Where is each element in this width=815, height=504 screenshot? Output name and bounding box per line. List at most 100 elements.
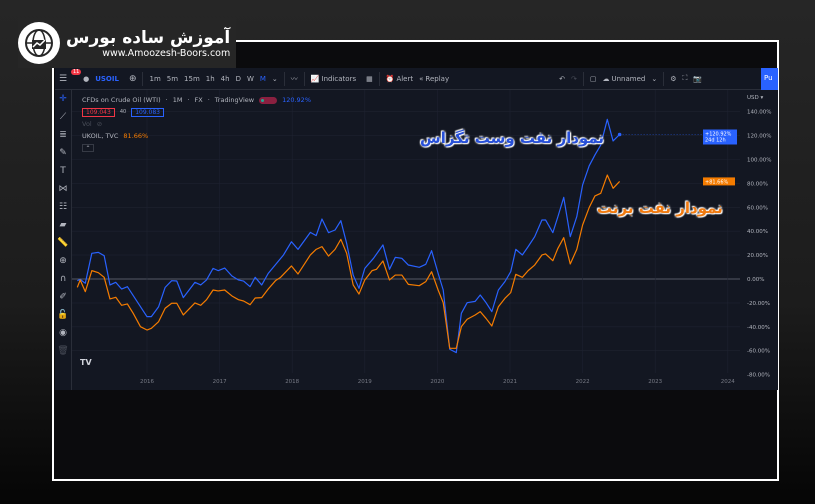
lock-drawing-icon[interactable]: ✐ bbox=[59, 292, 67, 302]
interval-15m[interactable]: 15m bbox=[184, 74, 200, 83]
sell-price[interactable]: 109.043 bbox=[82, 107, 115, 117]
replay-icon: « bbox=[419, 74, 424, 83]
divider bbox=[142, 71, 144, 86]
time-scale bbox=[72, 373, 740, 390]
camera-icon[interactable]: 📷 bbox=[693, 74, 703, 83]
symbol-search[interactable]: USOIL bbox=[95, 74, 119, 83]
fullscreen-icon[interactable]: ⛶ bbox=[682, 74, 688, 82]
x-tick-label: 2018 bbox=[285, 379, 299, 385]
divider bbox=[378, 71, 380, 86]
divider bbox=[663, 71, 665, 86]
price-scale bbox=[740, 90, 778, 390]
interval-m[interactable]: M bbox=[259, 74, 266, 83]
legend-exchange: FX bbox=[194, 96, 203, 104]
chevron-down-icon[interactable]: ⌄ bbox=[651, 74, 658, 83]
gear-icon[interactable]: ⚙ bbox=[670, 74, 677, 83]
x-tick-label: 2019 bbox=[358, 379, 372, 385]
line-chart-type-icon[interactable]: 〰 bbox=[290, 74, 298, 83]
market-status-toggle[interactable] bbox=[259, 96, 278, 104]
publish-button[interactable]: Pu bbox=[761, 68, 778, 90]
hidden-eye-icon[interactable]: ⊘ bbox=[96, 120, 103, 128]
legend-change: 120.92% bbox=[282, 96, 311, 104]
y-tick-label: 80.00% bbox=[747, 181, 768, 187]
lock-icon[interactable]: 🔓 bbox=[57, 310, 69, 320]
undo-icon[interactable]: ↶ bbox=[559, 74, 565, 83]
x-tick-label: 2022 bbox=[576, 379, 590, 385]
volume-label: Vol bbox=[82, 120, 92, 128]
menu-icon[interactable]: ☰ bbox=[59, 73, 68, 84]
legend-title[interactable]: CFDs on Crude Oil (WTI) bbox=[82, 96, 161, 104]
magnet-icon[interactable]: ∩ bbox=[59, 274, 67, 284]
top-toolbar: ☰ 11 ● USOIL ⊕ 1m 5m 15m 1h 4h D W M ⌄ 〰… bbox=[55, 68, 778, 90]
oil-drop-icon: ● bbox=[83, 74, 90, 83]
alert-icon: ⏰ bbox=[385, 74, 395, 83]
brent-annotation: نمودار نفت برنت bbox=[597, 199, 723, 217]
frame-top-line bbox=[200, 40, 779, 42]
tradingview-logo[interactable]: TV bbox=[80, 358, 92, 367]
x-tick-label: 2016 bbox=[140, 379, 154, 385]
interval-4h[interactable]: 4h bbox=[220, 74, 230, 83]
price-chart[interactable]: USD ▾ 140.00% 120.00% 100.00% 80.00% 60.00% 40… bbox=[55, 68, 778, 390]
tradingview-app: ☰ 11 ● USOIL ⊕ 1m 5m 15m 1h 4h D W M ⌄ 〰… bbox=[55, 68, 778, 390]
indicators-icon: 📈 bbox=[310, 74, 320, 83]
compare-symbol[interactable]: UKOIL, TVC bbox=[82, 132, 119, 140]
interval-5m[interactable]: 5m bbox=[166, 74, 179, 83]
text-icon[interactable]: T bbox=[60, 166, 66, 176]
x-tick-label: 2024 bbox=[721, 379, 735, 385]
compare-change: 81.66% bbox=[123, 132, 149, 140]
collapse-legend-button[interactable]: ⌃ bbox=[82, 144, 94, 152]
spread: 40 bbox=[119, 109, 127, 115]
y-tick-label: -20.00% bbox=[747, 301, 770, 307]
templates-icon[interactable]: ▦ bbox=[366, 74, 373, 83]
legend-interval: 1M bbox=[172, 96, 183, 104]
notification-badge: 11 bbox=[71, 69, 82, 75]
chevron-down-icon[interactable]: ⌄ bbox=[271, 74, 278, 83]
buy-price[interactable]: 109.083 bbox=[131, 107, 164, 117]
last-point bbox=[617, 132, 622, 137]
interval-w[interactable]: W bbox=[246, 74, 254, 83]
cloud-icon: ☁ bbox=[602, 74, 610, 83]
divider bbox=[283, 71, 285, 86]
brand-logo: آموزش ساده بورس www.Amoozesh-Boors.com bbox=[18, 18, 237, 68]
forecast-icon[interactable]: ▰ bbox=[59, 220, 67, 230]
trash-icon[interactable]: 🗑 bbox=[57, 346, 69, 356]
indicators-button[interactable]: Indicators bbox=[321, 74, 357, 83]
alert-button[interactable]: Alert bbox=[396, 74, 414, 83]
currency-label: USD ▾ bbox=[747, 95, 764, 101]
replay-button[interactable]: Replay bbox=[425, 74, 450, 83]
y-tick-label: 120.00% bbox=[747, 134, 771, 140]
zoom-in-icon[interactable]: ⊕ bbox=[59, 256, 67, 266]
x-tick-label: 2021 bbox=[503, 379, 517, 385]
last-value-tag bbox=[703, 129, 737, 145]
compare-add-icon[interactable]: ⊕ bbox=[128, 73, 137, 84]
trend-line-icon[interactable]: ⟋ bbox=[59, 112, 67, 122]
interval-d[interactable]: D bbox=[235, 74, 241, 83]
brand-name: آموزش ساده بورس bbox=[66, 27, 231, 48]
y-tick-label: -80.00% bbox=[747, 373, 770, 379]
redo-icon[interactable]: ↷ bbox=[570, 74, 577, 83]
fib-icon[interactable]: ≣ bbox=[59, 130, 67, 140]
interval-1m[interactable]: 1m bbox=[149, 74, 161, 83]
brush-icon[interactable]: ✎ bbox=[59, 148, 67, 158]
series-line-wti bbox=[77, 118, 621, 354]
wti-annotation: نمودار نفت وست تگزاس bbox=[420, 129, 605, 147]
interval-1h[interactable]: 1h bbox=[205, 74, 215, 83]
layout-icon[interactable]: ▢ bbox=[589, 74, 597, 83]
divider bbox=[582, 71, 584, 86]
x-tick-label: 2017 bbox=[213, 379, 227, 385]
globe-chart-icon bbox=[18, 22, 60, 64]
crosshair-icon[interactable]: ✛ bbox=[59, 94, 67, 104]
layout-name[interactable]: Unnamed bbox=[611, 74, 646, 83]
y-tick-label: 100.00% bbox=[747, 158, 771, 164]
drawing-toolbar: ✛ ⟋ ≣ ✎ T ⋈ ☷ ▰ 📏 ⊕ ∩ ✐ 🔓 ◉ 🗑 bbox=[55, 90, 72, 390]
ruler-icon[interactable]: 📏 bbox=[57, 238, 69, 248]
y-tick-label: -40.00% bbox=[747, 325, 770, 331]
measure-range-icon[interactable]: ☷ bbox=[58, 202, 68, 212]
pattern-icon[interactable]: ⋈ bbox=[58, 184, 68, 194]
brand-url: www.Amoozesh-Boors.com bbox=[102, 47, 231, 59]
eye-icon[interactable]: ◉ bbox=[59, 328, 67, 338]
last-value-label: +120.92% bbox=[705, 132, 732, 138]
y-tick-label: 0.00% bbox=[747, 277, 764, 283]
x-tick-label: 2023 bbox=[648, 379, 662, 385]
y-tick-label: -60.00% bbox=[747, 349, 770, 355]
